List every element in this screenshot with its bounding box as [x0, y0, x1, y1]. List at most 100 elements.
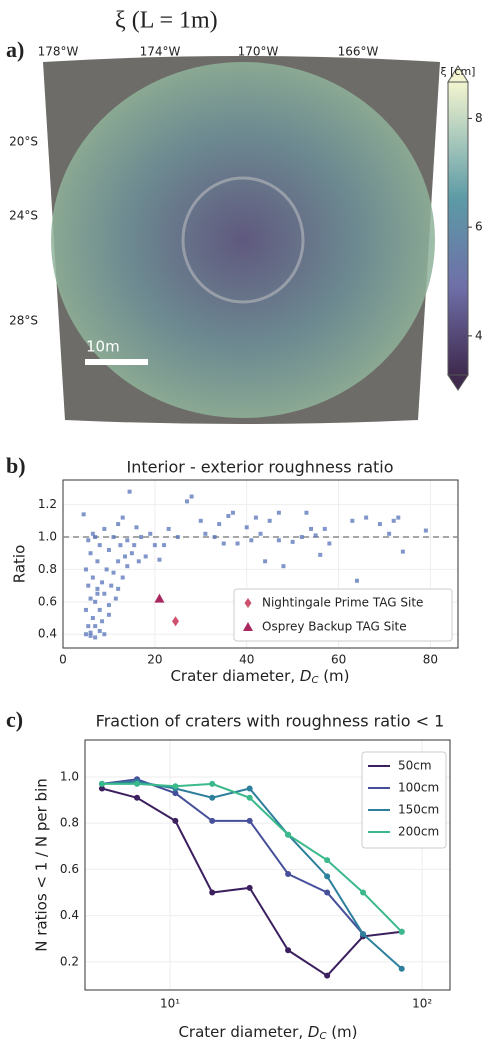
series-line	[101, 778, 364, 935]
panel-label: a)	[6, 37, 24, 62]
point	[360, 889, 367, 896]
point	[111, 535, 116, 540]
point	[209, 794, 216, 801]
point	[249, 538, 254, 543]
point	[113, 596, 118, 601]
point	[90, 575, 95, 580]
point	[423, 528, 428, 533]
point	[253, 515, 258, 520]
chart-title: ξ (L = 1m)	[115, 8, 218, 34]
point	[134, 794, 141, 801]
point	[398, 965, 405, 972]
point	[102, 591, 107, 596]
point	[324, 972, 331, 979]
point	[93, 635, 98, 640]
map-overlay	[51, 62, 435, 418]
point	[185, 499, 190, 504]
colorbar-label: ξ [cm]	[441, 65, 476, 78]
legend-box	[233, 588, 453, 642]
y-tick-label: 0.8	[38, 562, 57, 576]
point	[281, 564, 286, 569]
point	[97, 607, 102, 612]
point	[175, 535, 180, 540]
point	[387, 531, 392, 536]
lat-label: 24°S	[9, 209, 38, 223]
point	[86, 583, 91, 588]
point	[95, 591, 100, 596]
plot-frame	[84, 739, 451, 991]
point	[97, 628, 102, 633]
lon-label: 174°W	[140, 45, 181, 59]
point	[120, 515, 125, 520]
point	[258, 531, 263, 536]
marker	[172, 616, 180, 627]
legend-label: 50cm	[398, 759, 432, 773]
point	[109, 583, 114, 588]
legend-symbol	[243, 622, 253, 631]
colorbar-tick-label: 8	[475, 111, 483, 125]
x-label-unit: (m)	[331, 1023, 357, 1041]
point	[246, 884, 253, 891]
legend-label: Nightingale Prime TAG Site	[262, 596, 423, 610]
point	[152, 543, 157, 548]
point	[267, 518, 272, 523]
panel-label: c)	[6, 707, 23, 732]
lon-label: 178°W	[38, 45, 79, 59]
point	[313, 533, 318, 538]
point	[86, 538, 91, 543]
legend-label: 200cm	[398, 825, 439, 839]
chart-title: Fraction of craters with roughness ratio…	[96, 712, 445, 731]
point	[83, 607, 88, 612]
point	[309, 526, 314, 531]
point	[116, 586, 121, 591]
point	[166, 526, 171, 531]
point	[354, 578, 359, 583]
x-label-text: Crater diameter,	[178, 1023, 307, 1041]
point	[139, 535, 144, 540]
point	[88, 630, 93, 635]
lat-label: 20°S	[9, 135, 38, 149]
point	[132, 543, 137, 548]
legend-label: Osprey Backup TAG Site	[262, 620, 407, 634]
point	[86, 624, 91, 629]
point	[116, 522, 121, 527]
point	[364, 515, 369, 520]
point	[83, 632, 88, 637]
point	[276, 538, 281, 543]
point	[83, 567, 88, 572]
point	[88, 633, 93, 638]
point	[123, 554, 128, 559]
point	[290, 539, 295, 544]
lon-label: 170°W	[238, 45, 279, 59]
colorbar-extend	[447, 374, 469, 391]
point	[102, 632, 107, 637]
point	[377, 522, 382, 527]
scale-bar	[85, 359, 148, 365]
point	[116, 559, 121, 564]
point	[93, 599, 98, 604]
y-tick-label: 0.8	[60, 816, 79, 830]
point	[172, 783, 179, 790]
colorbar	[447, 81, 469, 376]
point	[246, 817, 253, 824]
point	[157, 557, 162, 562]
point	[172, 817, 179, 824]
point	[88, 551, 93, 556]
legend-label: 100cm	[398, 781, 439, 795]
colorbar-tick-label: 4	[475, 328, 483, 342]
x-axis-label: Crater diameter, DC (m)	[170, 667, 349, 687]
point	[120, 575, 125, 580]
point	[217, 522, 222, 527]
point	[129, 551, 134, 556]
point	[134, 525, 139, 530]
x-label-text: Crater diameter,	[170, 667, 299, 685]
point	[226, 513, 231, 518]
point	[235, 541, 240, 546]
point	[95, 586, 100, 591]
y-axis-label: N ratios < 1 / N per bin	[33, 778, 51, 952]
series-line	[101, 780, 403, 970]
y-tick-label: 1.2	[38, 497, 57, 511]
series-line	[101, 787, 402, 977]
y-tick-label: 0.6	[60, 862, 79, 876]
point	[118, 543, 123, 548]
